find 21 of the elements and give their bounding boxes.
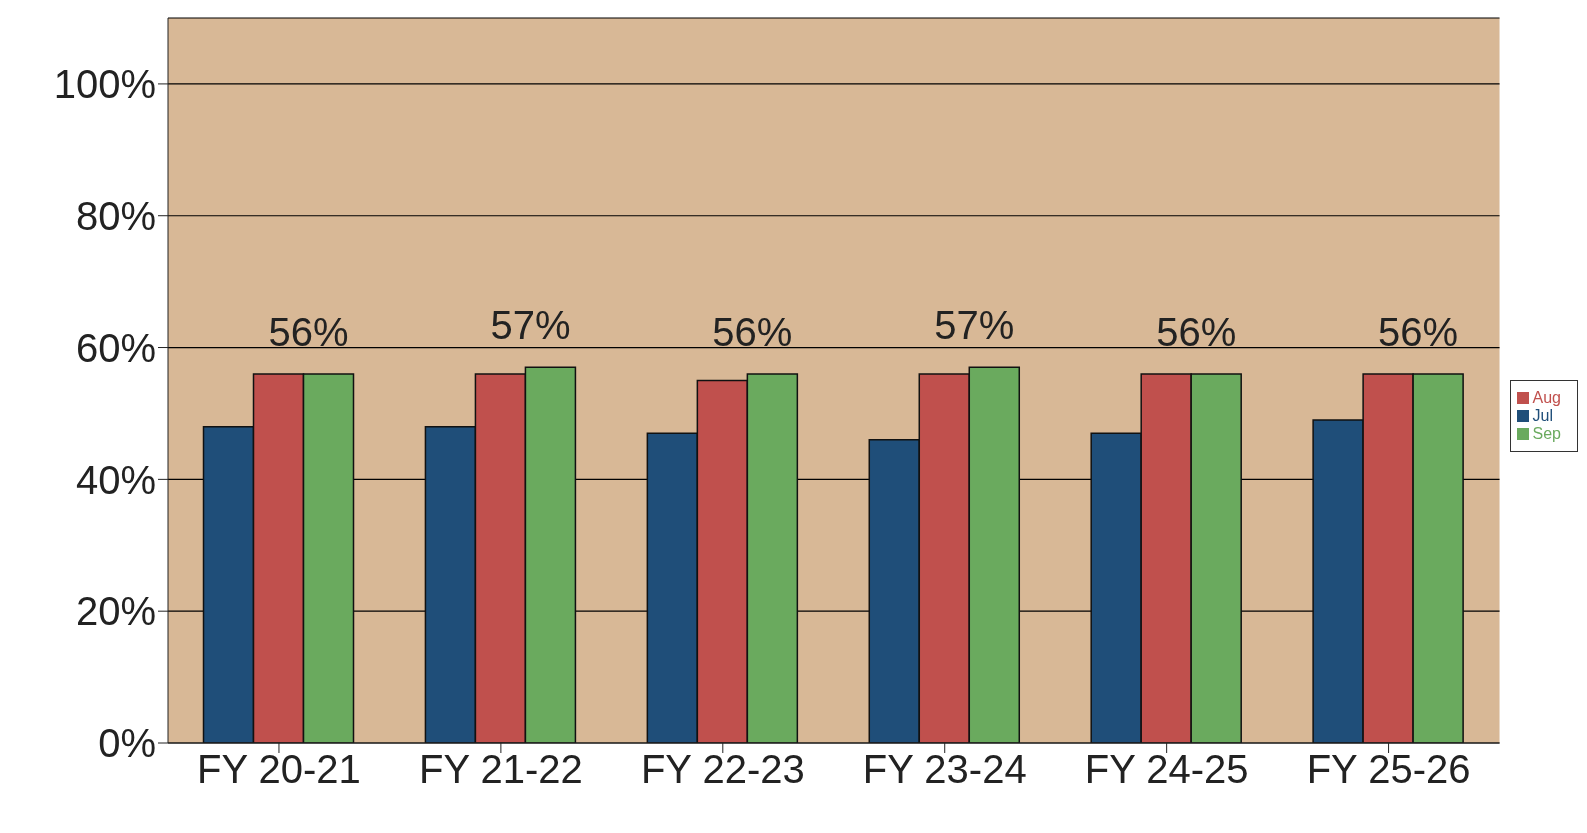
- x-tick-label: FY 21-22: [418, 747, 583, 792]
- y-tick-label: 60%: [75, 325, 156, 370]
- x-tick-label: FY 22-23: [640, 747, 805, 792]
- legend-label: Sep: [1532, 424, 1561, 442]
- y-tick-label: 40%: [75, 457, 156, 502]
- data-label: 56%: [712, 309, 793, 354]
- y-tick-label: 100%: [53, 62, 156, 107]
- y-tick-label: 0%: [98, 721, 156, 766]
- data-label: 56%: [1378, 309, 1459, 354]
- y-tick-label: 80%: [75, 193, 156, 238]
- x-tick-label: FY 25-26: [1306, 747, 1471, 792]
- data-label: 57%: [490, 303, 571, 348]
- data-label: 56%: [268, 309, 349, 354]
- data-label: 56%: [1156, 309, 1237, 354]
- data-label: 57%: [934, 303, 1015, 348]
- x-tick-label: FY 20-21: [197, 747, 361, 792]
- x-tick-label: FY 24-25: [1084, 747, 1249, 792]
- y-tick-label: 20%: [75, 589, 156, 634]
- legend-label: Jul: [1532, 406, 1553, 424]
- x-tick-label: FY 23-24: [862, 747, 1027, 792]
- legend-label: Aug: [1532, 388, 1561, 406]
